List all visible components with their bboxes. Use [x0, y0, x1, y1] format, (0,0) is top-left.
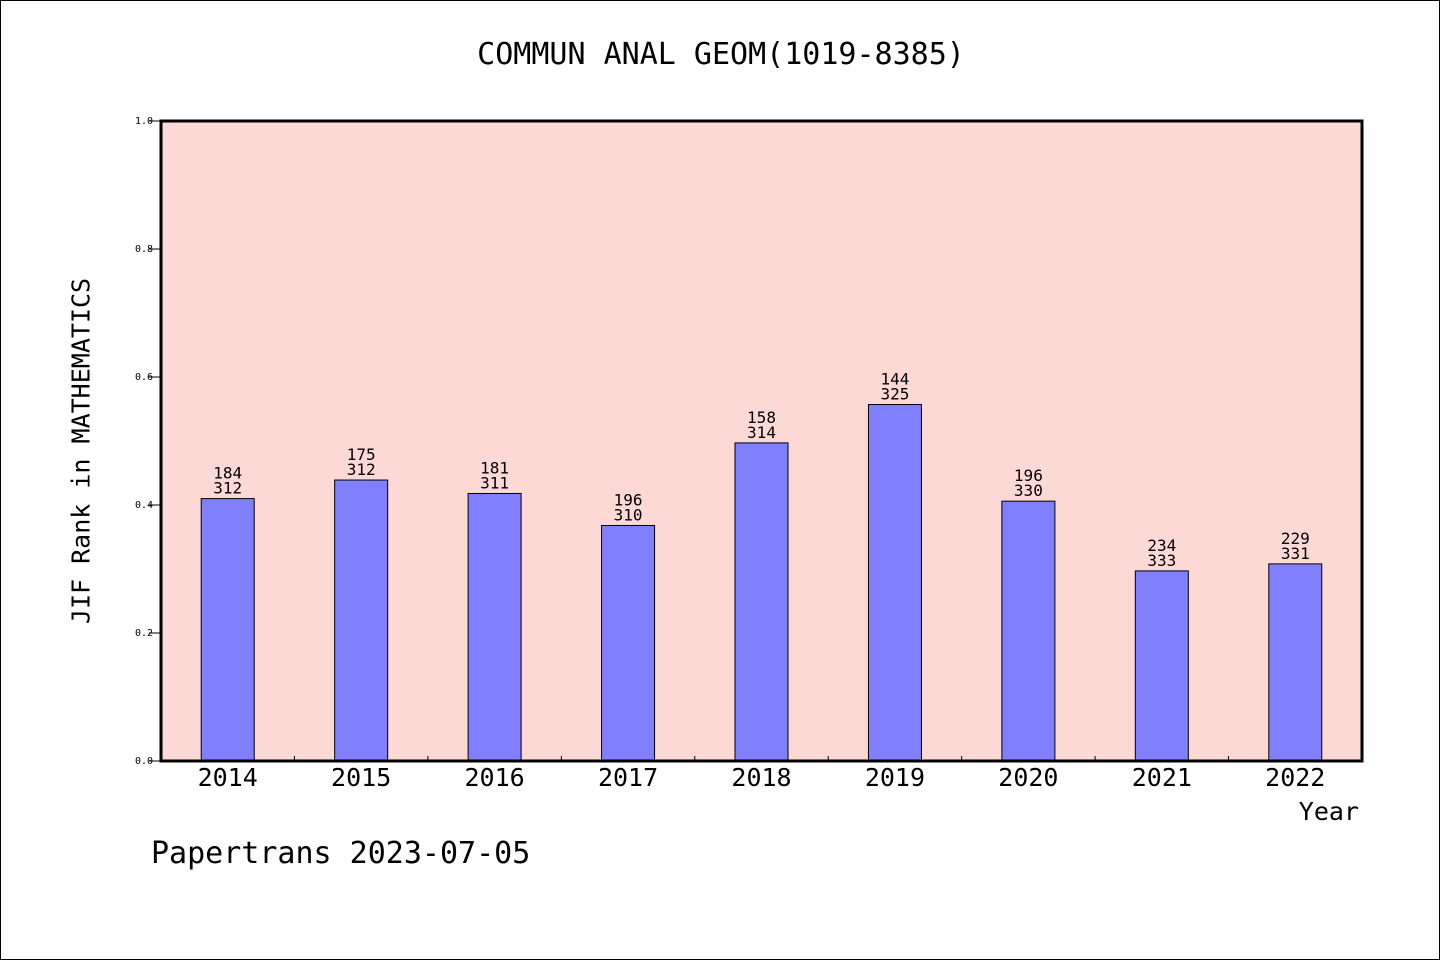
bar-label-bottom: 333: [1147, 551, 1176, 570]
bar-label-bottom: 331: [1281, 544, 1310, 563]
plot-border: [159, 119, 1364, 763]
bar-label-top: 144: [880, 370, 909, 389]
bar: [867, 404, 922, 762]
bar: [200, 498, 255, 762]
bars-layer: [200, 404, 1323, 762]
bar-label-bottom: 330: [1014, 481, 1043, 500]
bar-label-top: 196: [1014, 466, 1043, 485]
x-tick-label: 2022: [1265, 763, 1325, 792]
bar-label-top: 158: [747, 408, 776, 427]
chart-title: COMMUN ANAL GEOM(1019-8385): [477, 37, 965, 72]
bar-label-bottom: 312: [213, 479, 242, 498]
x-tick-label: 2015: [331, 763, 391, 792]
x-tick-label: 2021: [1132, 763, 1192, 792]
bar: [467, 492, 522, 762]
bar: [601, 524, 656, 762]
y-tick-label: 0.2: [135, 628, 153, 639]
bar: [734, 442, 789, 762]
x-tick-label: 2016: [465, 763, 525, 792]
x-axis-label: Year: [1298, 797, 1359, 826]
footer-text: Papertrans 2023-07-05: [151, 836, 531, 871]
bar-label-bottom: 311: [480, 473, 509, 492]
bar-label-bottom: 312: [347, 460, 376, 479]
bar-label-bottom: 325: [880, 385, 909, 404]
bar-label-bottom: 314: [747, 423, 776, 442]
bar: [1134, 570, 1189, 762]
x-tick-label: 2020: [998, 763, 1058, 792]
axes-layer: 2014 2015 2016 2017 2018 2019 2020 2021 2022 0.0 0…: [135, 116, 1364, 792]
bar-label-bottom: 310: [614, 505, 643, 524]
bar-label-top: 184: [213, 464, 242, 483]
y-tick-label: 0.6: [135, 372, 153, 383]
bar-label-top: 234: [1147, 536, 1176, 555]
x-tick-label: 2014: [198, 763, 258, 792]
y-tick-label: 0.8: [135, 244, 153, 255]
x-tick-label: 2017: [598, 763, 658, 792]
y-tick-label: 1.0: [135, 116, 153, 127]
y-axis-label: JIF Rank in MATHEMATICS: [66, 277, 96, 625]
bar: [1268, 563, 1323, 762]
x-tick-label: 2019: [865, 763, 925, 792]
bar-label-top: 181: [480, 458, 509, 477]
bar-label-top: 196: [614, 490, 643, 509]
bar: [1001, 500, 1056, 762]
bar-label-top: 229: [1281, 529, 1310, 548]
x-tick-label: 2018: [731, 763, 791, 792]
bar-label-top: 175: [347, 445, 376, 464]
bar: [334, 479, 389, 762]
y-tick-label: 0.4: [135, 500, 153, 511]
y-tick-label: 0.0: [135, 756, 153, 767]
